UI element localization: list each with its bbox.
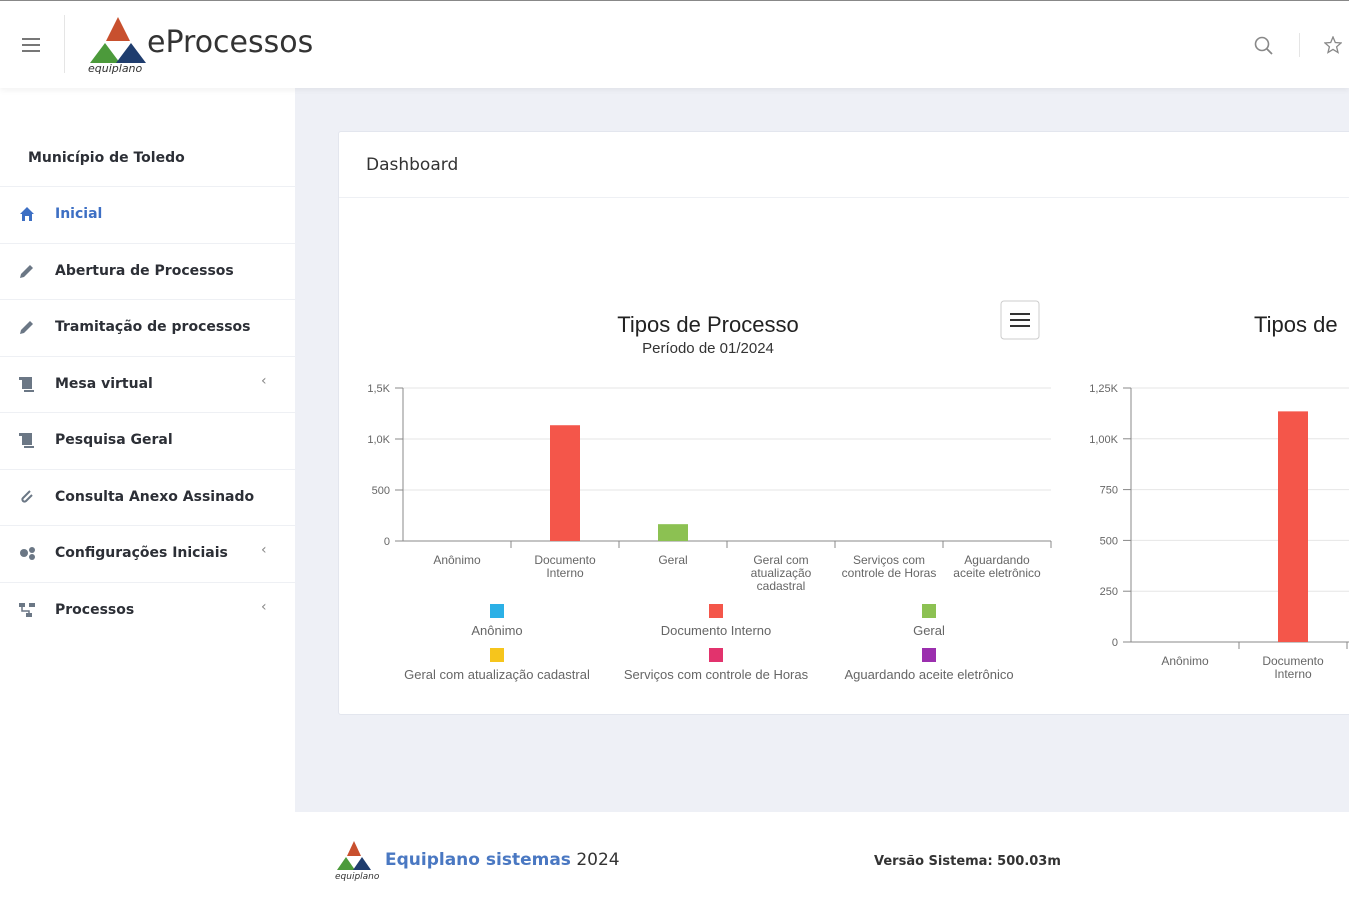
x-tick-label: Geral — [658, 553, 688, 567]
menu-label: Mesa virtual — [55, 375, 153, 392]
x-tick-label: Anônimo — [433, 553, 481, 567]
legend-swatch — [922, 604, 936, 618]
menu-label: Configurações Iniciais — [55, 545, 228, 561]
company: Equiplano sistemas — [385, 850, 571, 870]
chart-menu-button[interactable] — [1000, 300, 1040, 340]
sidebar: Município de Toledo Inicial Abertura de P… — [0, 88, 295, 900]
divider — [339, 197, 1349, 198]
legend-label[interactable]: Geral com atualização cadastral — [404, 667, 590, 682]
legend-label[interactable]: Geral — [913, 623, 945, 638]
bar — [1278, 411, 1308, 642]
menu-icon — [20, 207, 34, 221]
legend-label[interactable]: Aguardando aceite eletrônico — [844, 667, 1014, 682]
chart-subtitle: Período de 01/2024 — [642, 340, 774, 357]
y-tick-label: 1,0K — [367, 434, 390, 446]
divider — [64, 15, 65, 73]
menu-label: Tramitação de processos — [55, 319, 251, 335]
menu-icon — [20, 264, 33, 278]
divider — [1299, 33, 1300, 57]
menu-item[interactable]: Inicial — [0, 186, 295, 242]
menu-label: Inicial — [55, 206, 103, 222]
x-tick-label: Documento Interno — [534, 553, 596, 580]
logo — [90, 17, 146, 63]
legend-swatch — [709, 604, 723, 618]
menu-item[interactable]: Pesquisa Geral — [0, 412, 295, 468]
menu-item[interactable]: Mesa virtual ‹ — [0, 355, 295, 412]
menu-icon — [19, 433, 34, 448]
copyright: Equiplano sistemas 2024 — [385, 850, 620, 870]
y-tick-label: 0 — [384, 536, 390, 548]
menu-toggle[interactable] — [22, 37, 40, 53]
logo-caption: equiplano — [88, 62, 143, 75]
legend-label[interactable]: Documento Interno — [660, 623, 772, 638]
dashboard-card: Dashboard — [338, 131, 1349, 715]
search-icon[interactable] — [1254, 36, 1274, 56]
bar — [550, 425, 580, 541]
footer-logo-caption: equiplano — [335, 872, 380, 882]
footer-logo — [337, 841, 371, 870]
footer: equiplano Equiplano sistemas 2024 Versão… — [295, 812, 1349, 900]
bar — [658, 524, 688, 541]
x-tick-label: Serviços com controle de Horas — [841, 553, 937, 580]
x-tick-label: Geral com atualização cadastral — [750, 553, 812, 593]
menu-item[interactable]: Abertura de Processos — [0, 242, 295, 299]
submenu-chevron: ‹ — [261, 542, 267, 558]
chart-title: Tipos de Processo — [617, 312, 798, 337]
card-title: Dashboard — [366, 155, 459, 175]
legend-label[interactable]: Anônimo — [471, 623, 523, 638]
menu-icon — [20, 321, 33, 334]
chart-title: Tipos de — [1254, 312, 1338, 337]
x-tick-label: Aguardando aceite eletrônico — [953, 553, 1041, 580]
legend-swatch — [709, 648, 723, 662]
y-tick-label: 1,25K — [1089, 383, 1118, 395]
menu-item[interactable]: Processos ‹ — [0, 581, 295, 638]
y-tick-label: 500 — [372, 485, 390, 497]
x-tick-label: Anônimo — [1161, 654, 1209, 668]
version: Versão Sistema: 500.03m — [874, 854, 1061, 869]
y-tick-label: 1,5K — [367, 383, 390, 395]
legend-swatch — [922, 648, 936, 662]
y-tick-label: 0 — [1112, 637, 1118, 649]
menu-label: Abertura de Processos — [55, 262, 234, 279]
y-tick-label: 250 — [1100, 586, 1118, 598]
y-tick-label: 500 — [1100, 535, 1118, 547]
year: 2024 — [576, 850, 620, 870]
organization: Município de Toledo — [28, 150, 185, 166]
menu-item[interactable]: Tramitação de processos — [0, 299, 295, 355]
menu-label: Pesquisa Geral — [55, 432, 173, 448]
menu-icon — [19, 602, 35, 617]
favorite-icon[interactable] — [1324, 36, 1342, 54]
y-tick-label: 1,00K — [1089, 434, 1118, 446]
legend-swatch — [490, 604, 504, 618]
menu-icon — [19, 376, 34, 392]
menu-icon — [20, 547, 35, 560]
menu-icon — [21, 489, 33, 503]
legend-label[interactable]: Serviços com controle de Horas — [623, 667, 809, 682]
menu-item[interactable]: Configurações Iniciais ‹ — [0, 525, 295, 581]
y-tick-label: 750 — [1100, 485, 1118, 497]
top-bar: equiplano eProcessos — [0, 0, 1349, 88]
brand: eProcessos — [147, 25, 314, 60]
submenu-chevron: ‹ — [261, 372, 267, 389]
legend-swatch — [490, 648, 504, 662]
menu-label: Processos — [55, 601, 135, 618]
menu-item[interactable]: Consulta Anexo Assinado — [0, 468, 295, 525]
submenu-chevron: ‹ — [261, 598, 267, 615]
menu-label: Consulta Anexo Assinado — [55, 488, 255, 505]
x-tick-label: Documento Interno — [1262, 654, 1324, 681]
